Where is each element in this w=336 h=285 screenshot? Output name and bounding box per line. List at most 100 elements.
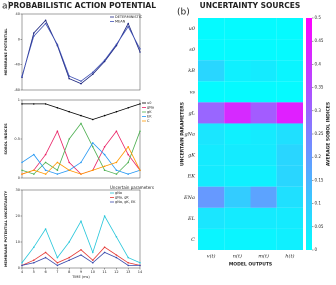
point: [92, 71, 94, 74]
heat-cell: [276, 123, 303, 145]
heat-cell: [198, 186, 225, 208]
point: [92, 73, 94, 75]
point: [92, 118, 94, 121]
point: [56, 264, 59, 267]
point: [56, 43, 59, 46]
point: [68, 75, 70, 77]
point: [139, 48, 141, 50]
point: [139, 262, 141, 264]
point: [115, 256, 118, 259]
point: [56, 161, 59, 164]
legend-label: C: [147, 119, 150, 123]
x-tick-label: 11: [102, 270, 106, 274]
point: [103, 146, 106, 148]
point: [127, 146, 129, 148]
row-label: gK: [188, 153, 195, 159]
heat-cell: [198, 102, 225, 124]
point: [68, 77, 70, 80]
colorbar-tick-label: 0.15: [315, 177, 324, 182]
point: [33, 259, 35, 262]
y-axis-label: UNCERTAIN PARAMETERS: [180, 102, 186, 166]
legend-label: gNa, gK, EK: [115, 200, 136, 204]
row-label: gL: [188, 110, 195, 116]
colorbar-tick-label: 0.3: [315, 108, 322, 113]
heat-cell: [250, 144, 277, 166]
heat-cell: [224, 102, 251, 124]
point: [80, 82, 82, 85]
heat-cell: [224, 39, 251, 61]
point: [44, 251, 47, 254]
heat-cell: [198, 18, 225, 40]
point: [21, 103, 23, 105]
point: [92, 146, 94, 148]
point: [127, 173, 129, 175]
colorbar-tick-label: 0: [315, 247, 318, 252]
point: [103, 169, 106, 171]
y-tick-label: 0: [18, 37, 20, 41]
row-label: s0: [189, 47, 196, 53]
row-label: vs: [190, 89, 196, 95]
x-tick-label: 10: [91, 270, 95, 274]
point: [80, 254, 82, 256]
point: [92, 262, 94, 264]
point: [33, 103, 35, 105]
legend-label: gK: [147, 110, 152, 114]
point: [33, 246, 35, 248]
colorbar-label: AVERAGE SOBOL INDICES: [326, 102, 332, 166]
plot-frame: [21, 13, 141, 91]
x-tick-label: 13: [126, 270, 130, 274]
heat-cell: [276, 228, 303, 250]
y-tick-label: 0: [18, 266, 20, 270]
point: [115, 169, 118, 171]
point: [127, 22, 129, 25]
heat-cell: [198, 144, 225, 166]
x-tick-label: 8: [68, 270, 70, 274]
point: [80, 80, 82, 82]
point: [103, 165, 106, 168]
colorbar-tick-label: 0.5: [315, 15, 322, 20]
y-axis-label: MEMBRANE POTENTIAL UNCERTAINTY: [4, 190, 8, 267]
column-label: n(t): [233, 253, 242, 260]
heat-cell: [250, 165, 277, 187]
row-label: C: [191, 237, 195, 243]
point: [127, 262, 129, 264]
x-tick-label: 6: [44, 270, 46, 274]
y-tick-label: -80: [14, 88, 20, 92]
y-tick-label: 0: [18, 176, 20, 180]
point: [103, 153, 106, 156]
point: [103, 215, 106, 217]
point: [56, 173, 59, 175]
heat-cell: [224, 144, 251, 166]
point: [115, 110, 118, 113]
series-line: [21, 22, 141, 82]
point: [127, 264, 129, 267]
point: [44, 19, 47, 22]
point: [115, 236, 118, 238]
heat-cell: [250, 39, 277, 61]
point: [127, 161, 129, 164]
heat-cell: [276, 165, 303, 187]
point: [44, 153, 47, 156]
heat-cell: [250, 123, 277, 145]
heat-cell: [250, 186, 277, 208]
column-label: v(t): [207, 253, 216, 260]
point: [33, 32, 35, 34]
point: [103, 251, 106, 254]
point: [127, 256, 129, 259]
y-tick-label: -40: [14, 63, 20, 67]
heat-cell: [276, 18, 303, 40]
heat-cell: [224, 81, 251, 103]
point: [139, 130, 141, 132]
point: [44, 173, 47, 175]
colorbar-tick-label: 0.45: [315, 38, 324, 43]
point: [21, 262, 23, 264]
point: [44, 169, 47, 171]
y-tick-label: 40: [16, 12, 20, 16]
heat-cell: [224, 18, 251, 40]
point: [68, 241, 70, 243]
point: [80, 173, 82, 175]
point: [103, 59, 106, 62]
point: [56, 169, 59, 171]
legend-label: gNa: [147, 106, 154, 110]
point: [92, 142, 94, 144]
